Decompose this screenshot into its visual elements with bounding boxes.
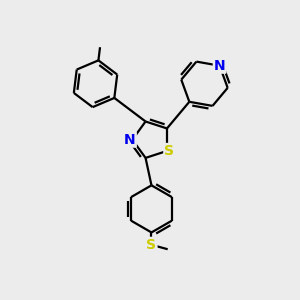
Text: S: S [164,144,174,158]
Text: N: N [124,133,136,147]
Text: S: S [146,238,157,252]
Text: N: N [214,59,225,73]
